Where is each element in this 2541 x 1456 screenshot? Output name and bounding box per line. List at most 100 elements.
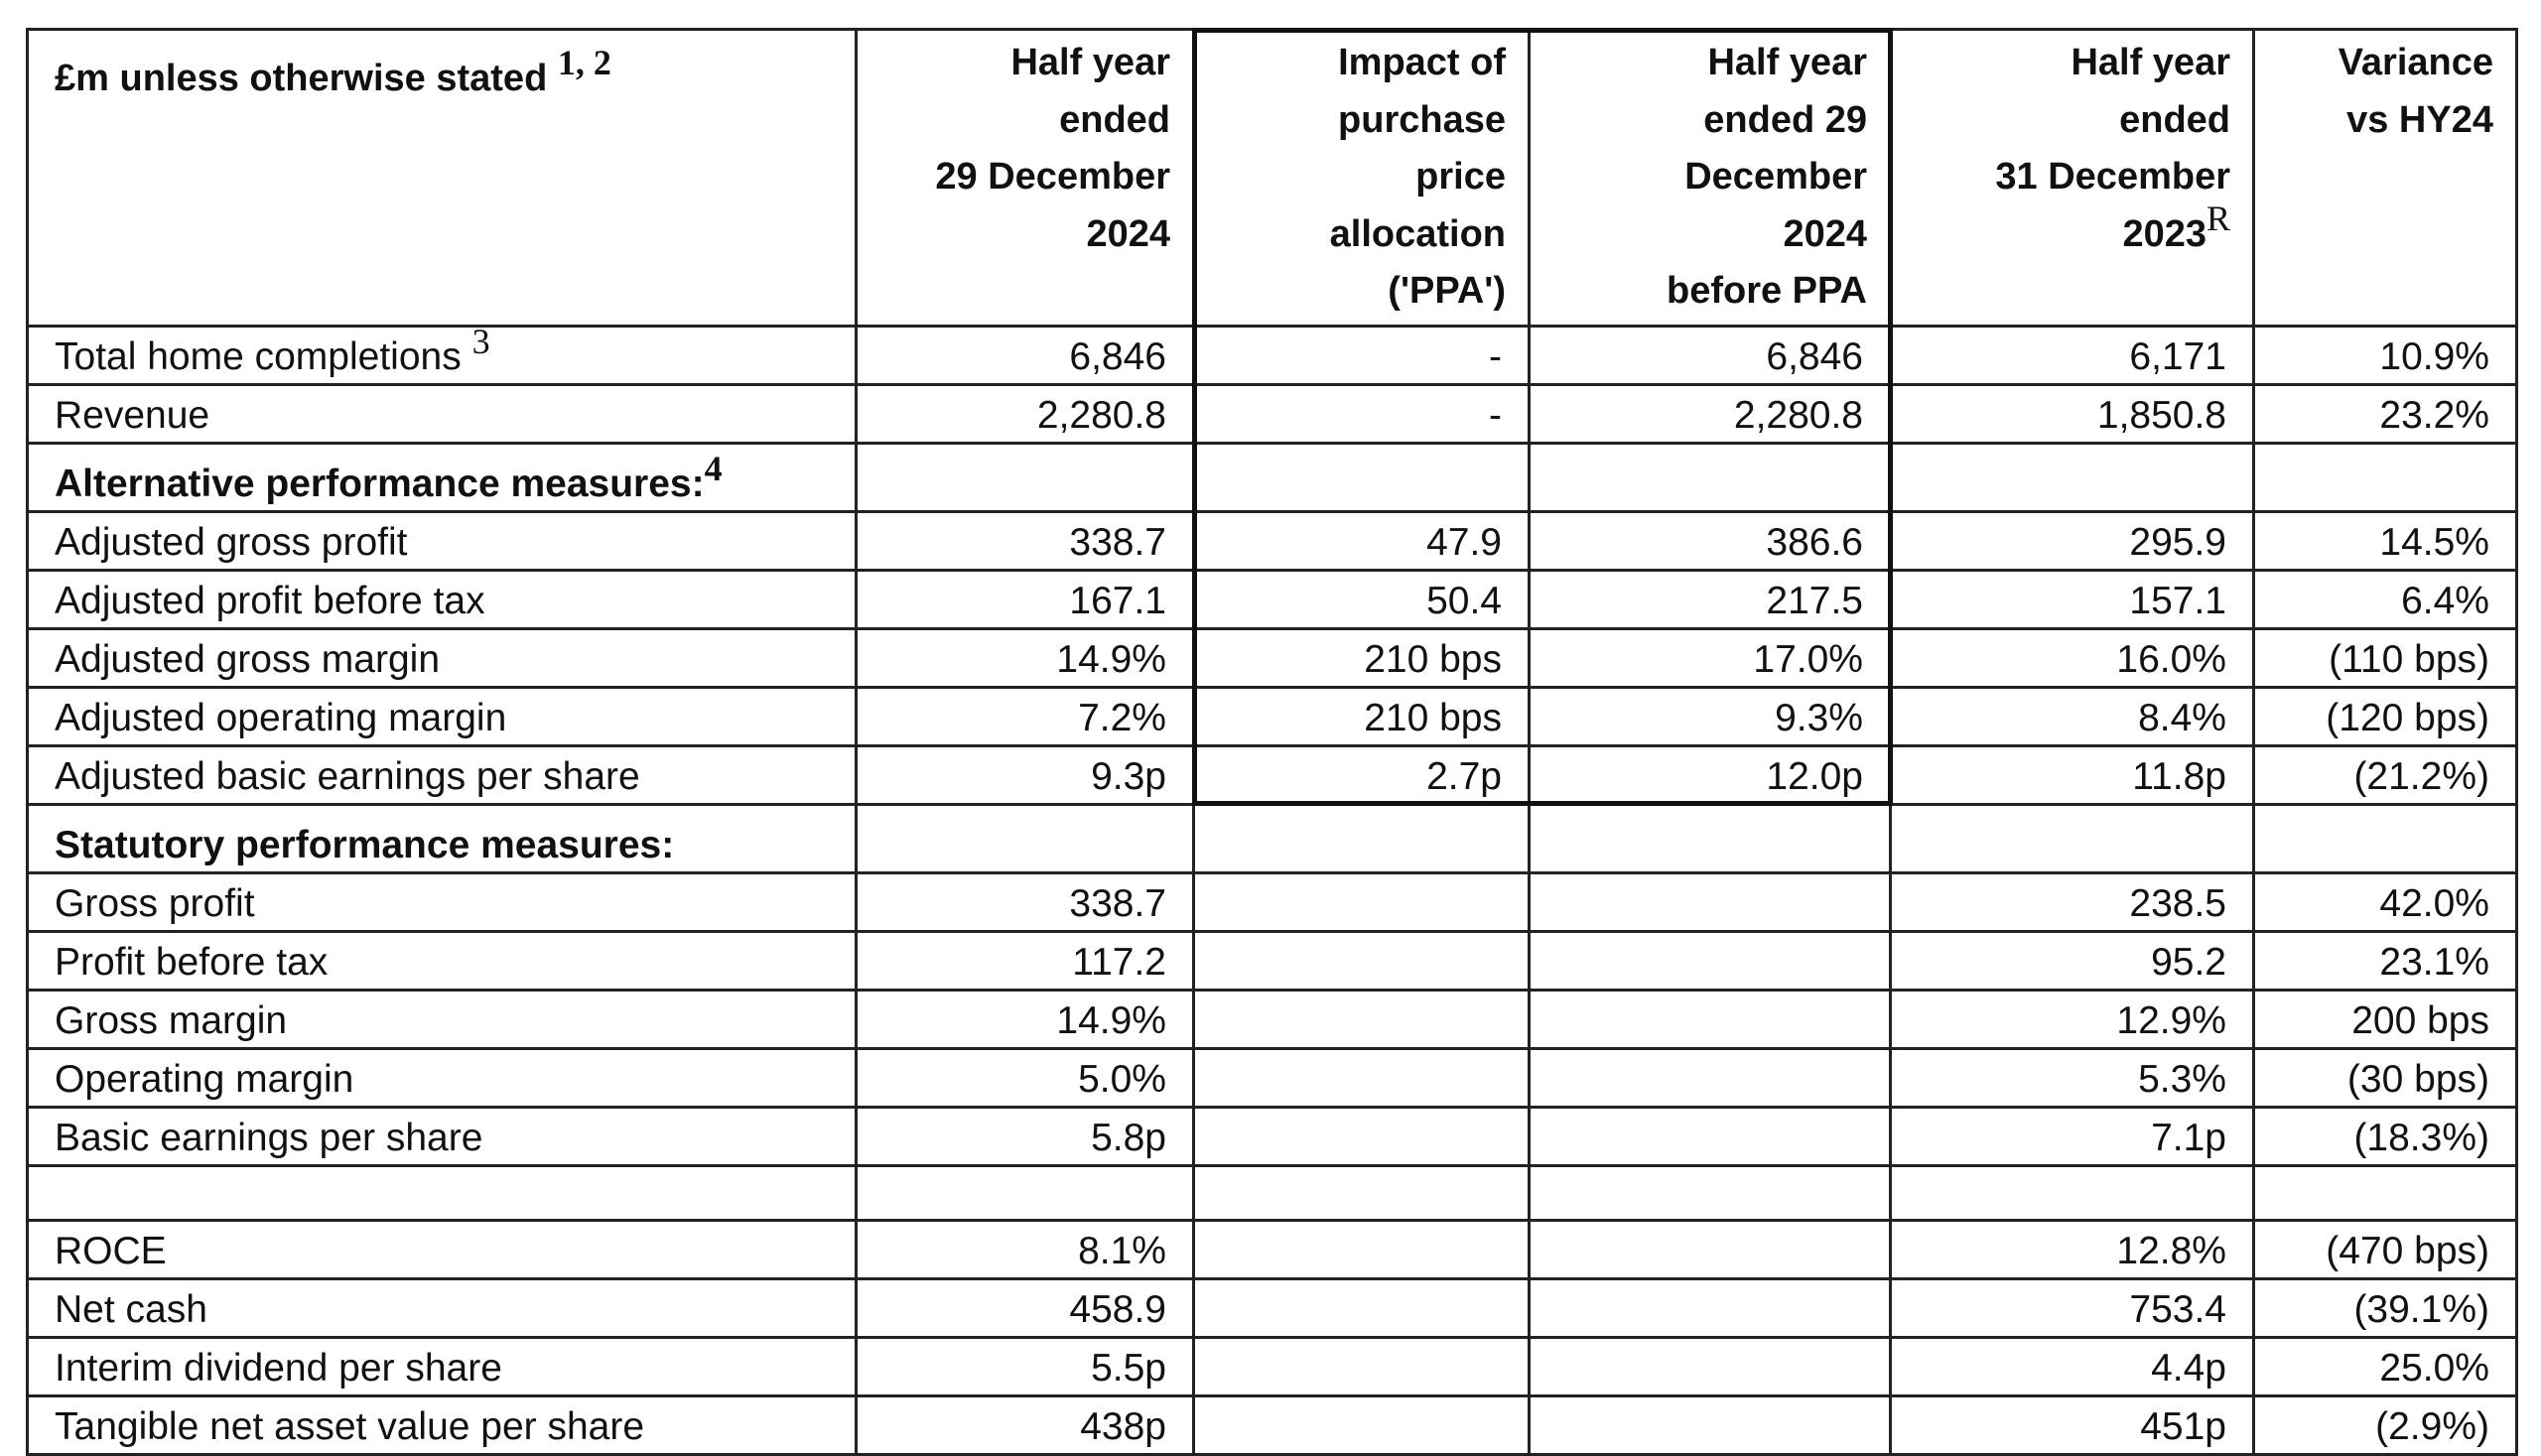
row-label-cell: Tangible net asset value per share <box>26 1393 858 1456</box>
value-cell-col-2 <box>1192 1218 1531 1280</box>
value-cell-col-3 <box>1528 870 1892 933</box>
value-cell-col-3 <box>1528 1393 1892 1456</box>
value-cell-col-5: 23.1% <box>2252 929 2518 992</box>
value-cell-col-2: - <box>1192 382 1531 445</box>
value-cell-col-5: (120 bps) <box>2252 685 2518 747</box>
row-label: Tangible net asset value per share <box>55 1404 645 1448</box>
value-cell-col-4: 295.9 <box>1889 509 2255 572</box>
table-row: ROCE 8.1% 12.8% (470 bps) <box>26 1218 2518 1280</box>
value-cell-col-1: 9.3p <box>855 743 1195 806</box>
value-cell-col-5: (21.2%) <box>2252 743 2518 806</box>
header-column-line: Variance <box>2338 42 2493 83</box>
value-cell-col-1: 438p <box>855 1393 1195 1456</box>
value-cell-col-3 <box>1528 1105 1892 1167</box>
header-column-superscript: R <box>2206 198 2230 238</box>
value-cell-col-3: 6,846 <box>1528 324 1892 386</box>
row-label-cell: Profit before tax <box>26 929 858 992</box>
table-row: Gross profit 338.7 238.5 42.0% <box>26 870 2518 933</box>
value-cell-col-1: 14.9% <box>855 988 1195 1050</box>
row-label: ROCE <box>55 1229 167 1272</box>
header-column-2: Impact of purchase price allocation ('PPA') <box>1192 28 1531 328</box>
value-cell-col-2 <box>1192 1046 1531 1109</box>
value-cell-col-4: 12.8% <box>1889 1218 2255 1280</box>
value-cell-col-4: 11.8p <box>1889 743 2255 806</box>
value-cell-col-3 <box>1528 1163 1892 1222</box>
value-cell-col-3 <box>1528 1276 1892 1339</box>
header-column-line: Half year <box>1010 42 1170 83</box>
value-cell-col-5: 200 bps <box>2252 988 2518 1050</box>
row-label-cell: Adjusted basic earnings per share <box>26 743 858 806</box>
header-column-line: 2024 <box>1783 212 1867 255</box>
section-label: Statutory performance measures: <box>55 823 675 866</box>
row-label-cell: Revenue <box>26 382 858 445</box>
value-cell-col-3 <box>1528 1218 1892 1280</box>
header-column-line: Impact of <box>1338 42 1506 83</box>
value-cell-col-2 <box>1192 1335 1531 1397</box>
value-cell-col-2: 210 bps <box>1192 685 1531 747</box>
value-cell-col-4: 7.1p <box>1889 1105 2255 1167</box>
value-cell-col-2 <box>1192 1393 1531 1456</box>
value-cell-col-4 <box>1889 441 2255 513</box>
value-cell-col-5: (470 bps) <box>2252 1218 2518 1280</box>
section-label: Alternative performance measures: <box>55 462 705 505</box>
value-cell-col-1: 167.1 <box>855 568 1195 630</box>
value-cell-col-1: 6,846 <box>855 324 1195 386</box>
value-cell-col-5: 14.5% <box>2252 509 2518 572</box>
table-row: Total home completions 3 6,846-6,846 6,171… <box>26 324 2518 386</box>
header-column-4: Half year ended 31 December 2023R <box>1889 28 2255 328</box>
table-header-row: £m unless otherwise stated 1, 2 Half yea… <box>26 28 2518 328</box>
value-cell-col-4: 12.9% <box>1889 988 2255 1050</box>
header-column-line: before PPA <box>1666 270 1867 312</box>
value-cell-col-3: 217.5 <box>1528 568 1892 630</box>
value-cell-col-4: 753.4 <box>1889 1276 2255 1339</box>
table-row: Adjusted basic earnings per share 9.3p 2.7… <box>26 743 2518 806</box>
header-column-3: Half year ended 29 December 2024 before PPA <box>1528 28 1892 328</box>
spacer-row <box>26 1163 2518 1222</box>
table-row: Net cash 458.9 753.4 (39.1%) <box>26 1276 2518 1339</box>
row-footnote-marker: 4 <box>704 448 723 488</box>
table-row: Adjusted gross profit 338.7 47.9 386.6 295.9… <box>26 509 2518 572</box>
row-label: Adjusted basic earnings per share <box>55 754 640 798</box>
value-cell-col-4: 95.2 <box>1889 929 2255 992</box>
value-cell-col-2: 47.9 <box>1192 509 1531 572</box>
value-cell-col-2 <box>1192 1105 1531 1167</box>
row-footnote-marker: 3 <box>471 326 490 361</box>
value-cell-col-5 <box>2252 441 2518 513</box>
header-column-line: ended 29 <box>1703 98 1867 141</box>
header-label-footnote: 1, 2 <box>557 42 611 82</box>
value-cell-col-5 <box>2252 802 2518 874</box>
row-label-cell: Basic earnings per share <box>26 1105 858 1167</box>
value-cell-col-4: 5.3% <box>1889 1046 2255 1109</box>
value-cell-col-5 <box>2252 1163 2518 1222</box>
value-cell-col-4 <box>1889 802 2255 874</box>
value-cell-col-1: 5.5p <box>855 1335 1195 1397</box>
row-label-cell: ROCE <box>26 1218 858 1280</box>
table-row: Operating margin 5.0% 5.3% (30 bps) <box>26 1046 2518 1109</box>
value-cell-col-2 <box>1192 1276 1531 1339</box>
value-cell-col-3 <box>1528 988 1892 1050</box>
header-column-line: ended <box>1059 98 1170 141</box>
value-cell-col-2: 210 bps <box>1192 626 1531 689</box>
row-label-cell: Statutory performance measures: <box>26 802 858 874</box>
value-cell-col-5: (18.3%) <box>2252 1105 2518 1167</box>
table-body: Total home completions 3 6,846-6,846 6,171… <box>26 324 2518 1456</box>
value-cell-col-1 <box>855 802 1195 874</box>
value-cell-col-4: 16.0% <box>1889 626 2255 689</box>
value-cell-col-4 <box>1889 1163 2255 1222</box>
value-cell-col-1: 2,280.8 <box>855 382 1195 445</box>
row-label: Profit before tax <box>55 940 329 984</box>
value-cell-col-5: 42.0% <box>2252 870 2518 933</box>
row-label: Operating margin <box>55 1057 354 1101</box>
row-label-cell: Interim dividend per share <box>26 1335 858 1397</box>
header-column-line: 2024 <box>1086 212 1170 255</box>
value-cell-col-5: (2.9%) <box>2252 1393 2518 1456</box>
value-cell-col-2 <box>1192 929 1531 992</box>
value-cell-col-4: 451p <box>1889 1393 2255 1456</box>
value-cell-col-3: 2,280.8 <box>1528 382 1892 445</box>
results-table-container: £m unless otherwise stated 1, 2 Half yea… <box>26 27 2518 1456</box>
value-cell-col-4: 157.1 <box>1889 568 2255 630</box>
header-column-line: purchase <box>1338 98 1506 141</box>
row-label-cell: Adjusted operating margin <box>26 685 858 747</box>
value-cell-col-4: 1,850.8 <box>1889 382 2255 445</box>
value-cell-col-2 <box>1192 1163 1531 1222</box>
